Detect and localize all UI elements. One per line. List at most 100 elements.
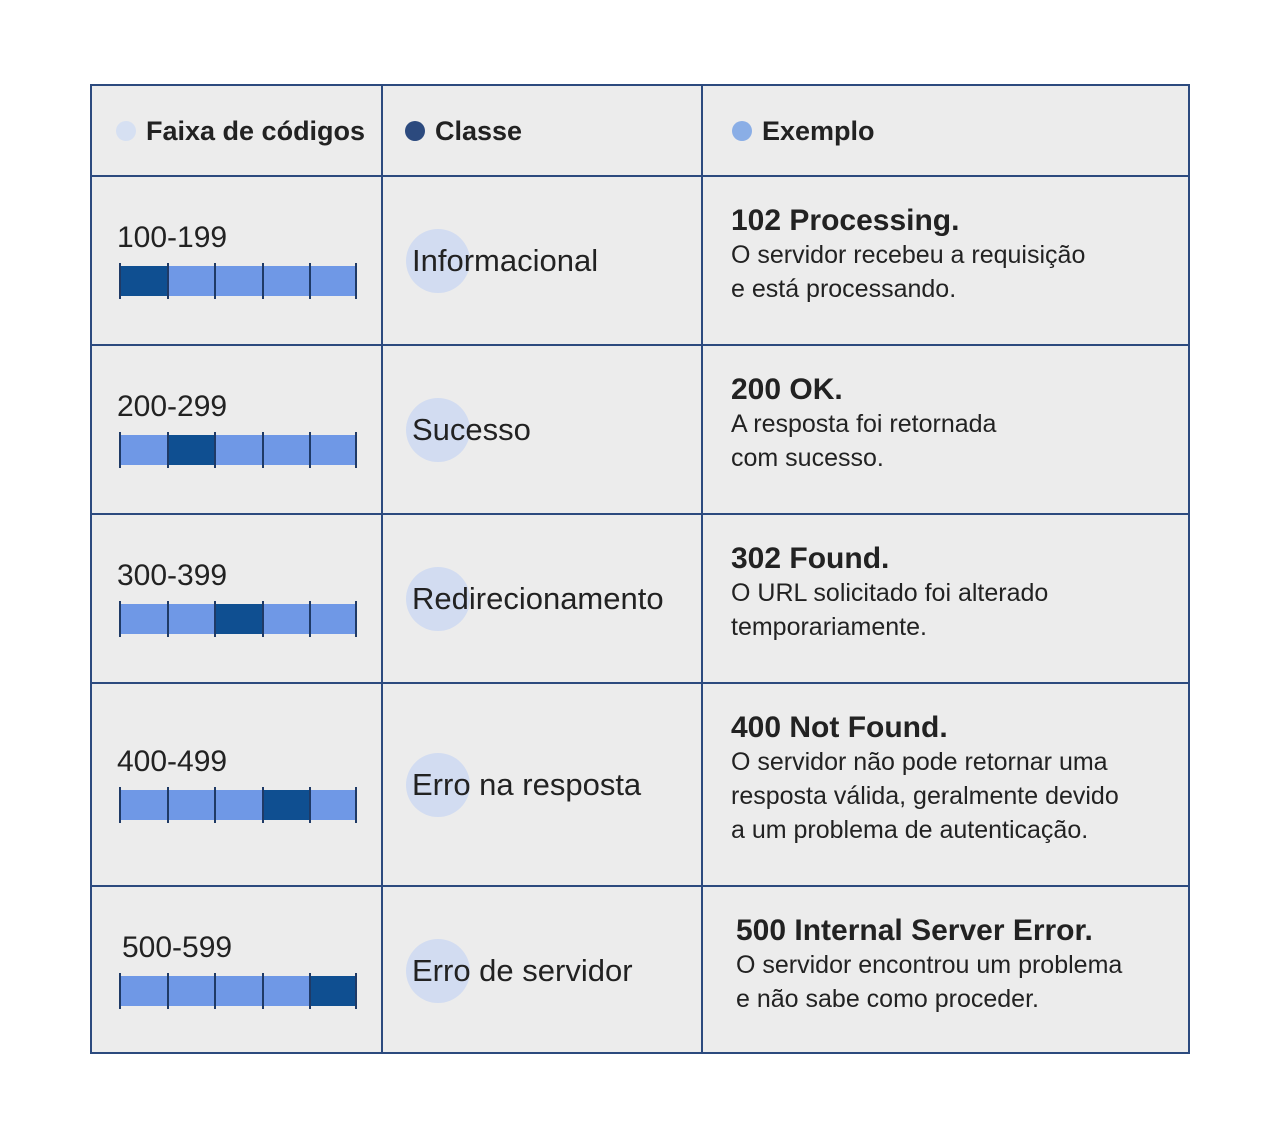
range-bar-tick — [354, 786, 357, 823]
class-label: Sucesso — [412, 411, 531, 447]
range-bar-tick — [119, 600, 121, 637]
range-bar — [119, 600, 357, 637]
range-bar-segment — [119, 434, 167, 465]
class-bubble-icon — [406, 566, 470, 631]
range-bar-tick — [119, 431, 121, 468]
class-bubble-icon — [406, 938, 470, 1003]
example-description: O servidor encontrou um problema e não s… — [736, 950, 1123, 1013]
example-cell: 302 Found. O URL solicitado foi alterado … — [731, 542, 1048, 644]
range-bar-segment — [214, 265, 262, 296]
range-bar-segment-active — [261, 789, 309, 820]
class-cell: Redirecionamento — [406, 566, 664, 631]
range-bar-tick — [261, 262, 264, 299]
row-divider — [92, 513, 1188, 515]
range-bar-segment — [214, 975, 262, 1006]
example-description: A resposta foi retornada com sucesso. — [731, 409, 997, 472]
column-divider — [381, 86, 383, 1052]
range-bar-segment-active — [119, 265, 167, 296]
range-bar-segment — [166, 789, 214, 820]
range-bar-tick — [309, 972, 311, 1009]
range-bar-segment-active — [214, 603, 262, 634]
range-bar-tick — [261, 600, 264, 637]
range-bar-tick — [354, 262, 357, 299]
class-label: Erro de servidor — [412, 952, 633, 988]
header-class-label: Classe — [435, 115, 523, 146]
example-cell: 500 Internal Server Error. O servidor enc… — [736, 914, 1122, 1016]
range-bar-tick — [309, 600, 311, 637]
class-cell: Informacional — [406, 228, 599, 293]
range-bar-tick — [166, 431, 169, 468]
range-bar-tick — [354, 431, 357, 468]
range-bar-segment — [119, 975, 167, 1006]
class-label: Redirecionamento — [412, 580, 664, 616]
range-bar-segment — [261, 603, 309, 634]
example-description: O servidor recebeu a requisição e está p… — [731, 240, 1086, 303]
header-class: Classe — [405, 86, 522, 176]
range-bar — [119, 262, 357, 299]
range-bar-tick — [309, 786, 311, 823]
row-divider — [92, 344, 1188, 346]
class-label: Informacional — [412, 242, 599, 278]
range-label: 200-299 — [117, 389, 228, 423]
range-bar-tick — [214, 600, 216, 637]
range-bar-tick — [214, 262, 216, 299]
range-bar-segment — [214, 789, 262, 820]
range-bar-tick — [119, 262, 121, 299]
row-divider — [92, 885, 1188, 887]
range-bar-tick — [166, 600, 169, 637]
header-example: Exemplo — [732, 86, 875, 176]
range-label: 100-199 — [117, 220, 228, 254]
range-label: 400-499 — [117, 744, 228, 778]
class-legend-dot — [405, 121, 425, 141]
range-bar — [119, 972, 357, 1009]
header-example-label: Exemplo — [762, 115, 875, 146]
range-bar-segment — [309, 434, 357, 465]
status-code-table: Faixa de códigos Classe Exemplo 100-199 I… — [90, 84, 1190, 1054]
range-bar-segment — [309, 265, 357, 296]
column-divider — [701, 86, 703, 1052]
range-bar-tick — [261, 431, 264, 468]
range-bar-tick — [119, 786, 121, 823]
range-bar-segment — [214, 434, 262, 465]
example-title: 302 Found. — [731, 541, 890, 575]
row-divider — [92, 682, 1188, 684]
range-bar-tick — [309, 431, 311, 468]
range-bar-tick — [166, 786, 169, 823]
range-bar — [119, 786, 357, 823]
class-bubble-icon — [406, 397, 470, 462]
range-bar-segment — [166, 265, 214, 296]
range-bar-tick — [166, 972, 169, 1009]
class-bubble-icon — [406, 228, 470, 293]
example-cell: 102 Processing. O servidor recebeu a requ… — [731, 204, 1085, 306]
range-bar-tick — [119, 972, 121, 1009]
example-title: 500 Internal Server Error. — [736, 913, 1093, 947]
class-cell: Sucesso — [406, 397, 531, 462]
class-cell: Erro de servidor — [406, 938, 633, 1003]
example-title: 102 Processing. — [731, 203, 960, 237]
range-bar-segment — [261, 265, 309, 296]
example-description: O servidor não pode retornar uma respost… — [731, 747, 1119, 844]
row-divider — [92, 175, 1188, 177]
range-bar-tick — [354, 600, 357, 637]
example-cell: 200 OK. A resposta foi retornada com suce… — [731, 373, 996, 475]
range-legend-dot — [116, 121, 136, 141]
range-label: 500-599 — [122, 930, 233, 964]
example-title: 400 Not Found. — [731, 710, 948, 744]
example-title: 200 OK. — [731, 372, 843, 406]
example-description: O URL solicitado foi alterado temporaria… — [731, 578, 1049, 641]
range-bar-tick — [166, 262, 169, 299]
example-legend-dot — [732, 121, 752, 141]
range-bar-tick — [261, 786, 264, 823]
range-bar-tick — [354, 972, 357, 1009]
range-bar-segment — [166, 603, 214, 634]
range-label: 300-399 — [117, 558, 228, 592]
range-bar-tick — [214, 786, 216, 823]
range-bar-segment — [309, 789, 357, 820]
class-bubble-icon — [406, 752, 470, 817]
range-bar-tick — [214, 431, 216, 468]
range-bar-segment — [261, 975, 309, 1006]
example-cell: 400 Not Found. O servidor não pode retorn… — [731, 711, 1119, 847]
class-label: Erro na resposta — [412, 766, 642, 802]
range-bar-segment — [119, 789, 167, 820]
range-bar — [119, 431, 357, 468]
